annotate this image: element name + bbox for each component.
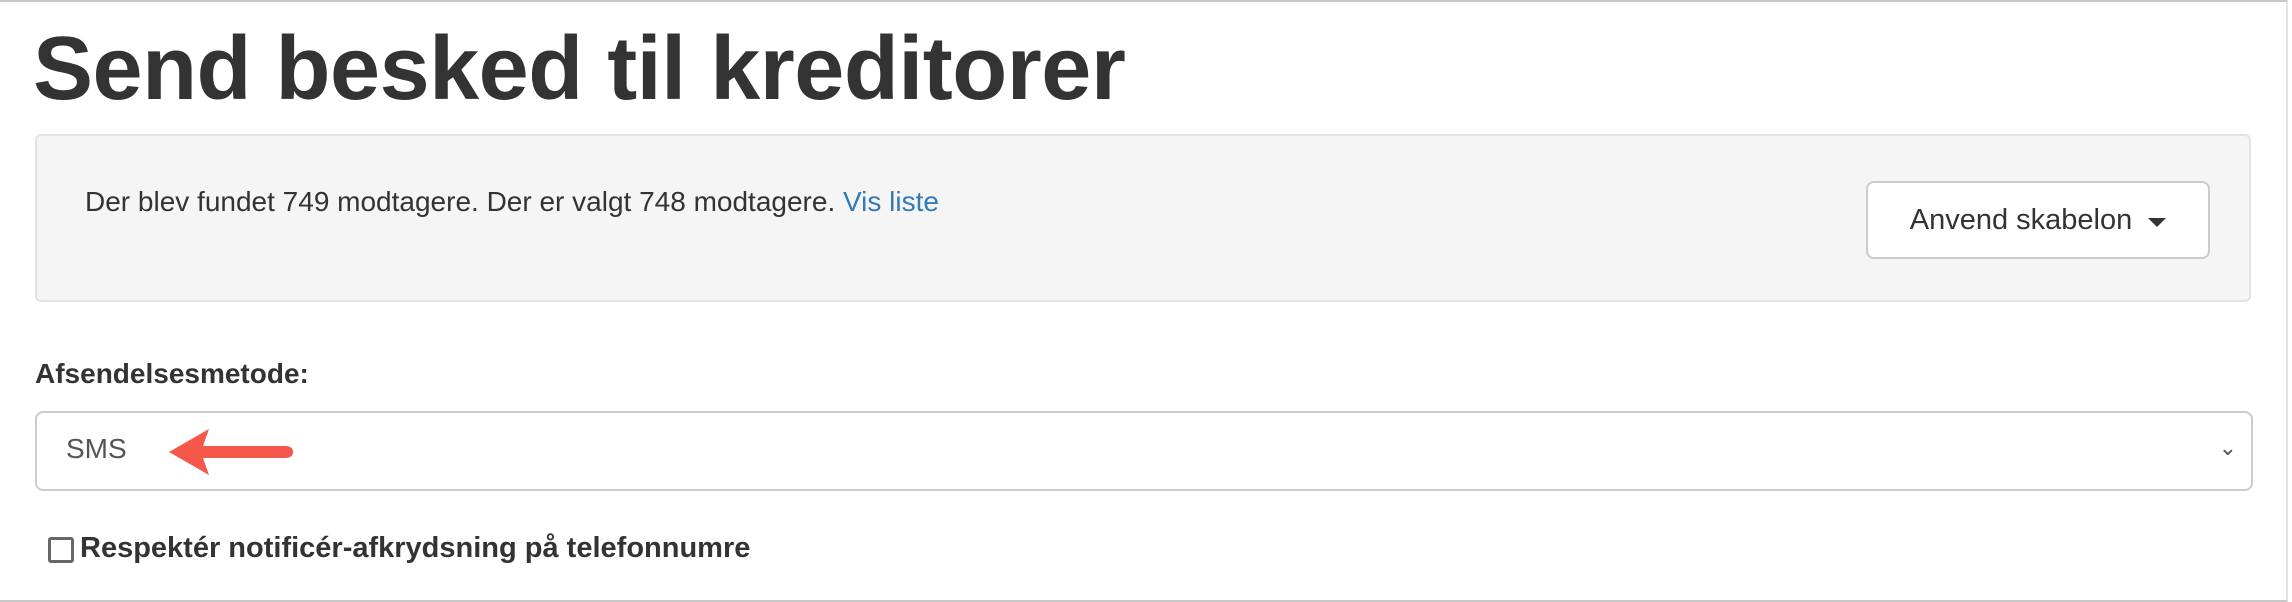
recipients-text: Der blev fundet 749 modtagere. Der er va… [85, 186, 836, 217]
recipients-info: Der blev fundet 749 modtagere. Der er va… [85, 182, 939, 222]
apply-template-button[interactable]: Anvend skabelon [1866, 181, 2210, 259]
send-method-label: Afsendelsesmetode: [35, 358, 309, 389]
annotation-arrow-icon [169, 429, 293, 475]
chevron-down-icon: ⌄ [2218, 435, 2237, 460]
send-method-value: SMS [66, 433, 127, 464]
page-title: Send besked til kreditorer [33, 19, 1126, 119]
send-method-select[interactable]: SMS ⌄ [35, 411, 2253, 491]
show-list-link[interactable]: Vis liste [843, 186, 939, 217]
recipients-panel: Der blev fundet 749 modtagere. Der er va… [35, 134, 2251, 302]
caret-down-icon [2148, 217, 2167, 227]
apply-template-label: Anvend skabelon [1909, 203, 2133, 236]
notify-checkbox[interactable] [48, 537, 74, 563]
notify-checkbox-label[interactable]: Respektér notificér-afkrydsning på telef… [80, 532, 751, 564]
